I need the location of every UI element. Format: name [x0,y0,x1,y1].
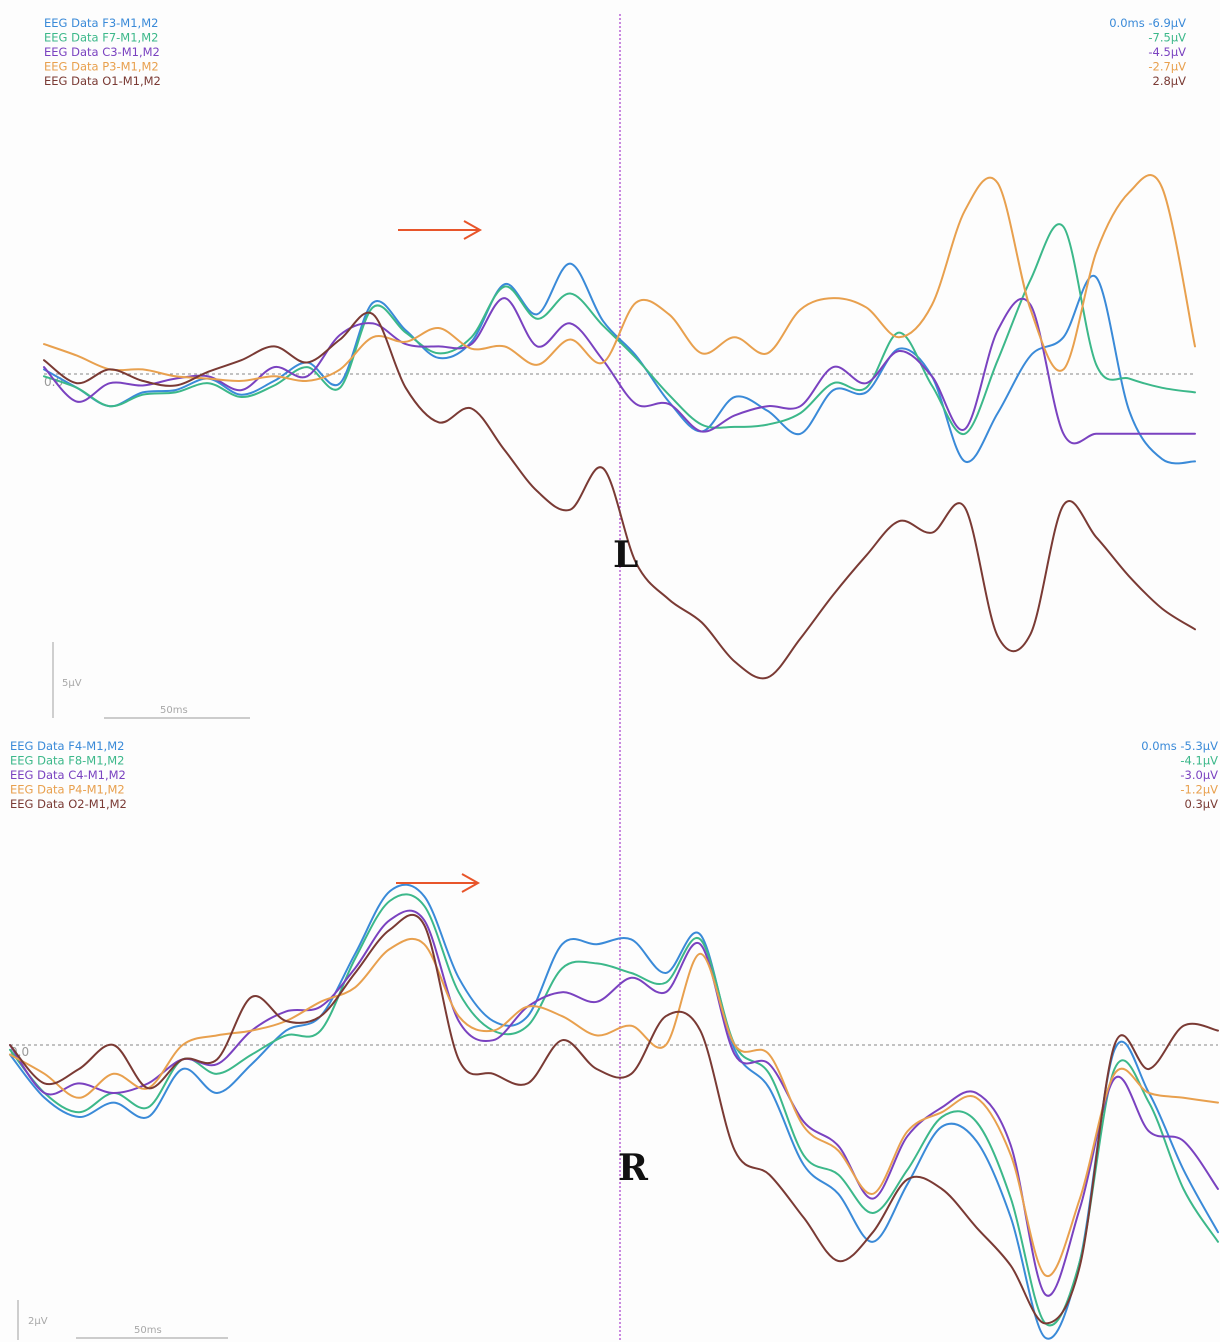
series-line-5 [9,913,1219,1325]
cursor-readout: 2.8μV [1153,74,1187,88]
legend-entry: EEG Data C3-M1,M2 [44,45,160,59]
legend-entry: EEG Data F8-M1,M2 [10,754,124,768]
amplitude-scale-label: 5μV [62,678,82,689]
legend-entry: EEG Data P4-M1,M2 [10,783,125,797]
cursor-readout: 0.3μV [1185,797,1219,811]
amplitude-scale-label: 2μV [28,1316,48,1327]
cursor-readout: -1.2μV [1180,783,1218,797]
time-scale-label: 50ms [134,1325,162,1336]
annotation-arrow [396,873,481,893]
series-line-2 [43,223,1196,435]
series-line-4 [9,937,1219,1277]
cursor-readout: -7.5μV [1148,31,1186,45]
cursor-readout: 0.0ms -6.9μV [1109,16,1186,30]
cursor-readout: -3.0μV [1180,768,1218,782]
panel-label: R [618,1147,649,1189]
legend-entry: EEG Data F3-M1,M2 [44,16,158,30]
legend-entry: EEG Data F7-M1,M2 [44,31,158,45]
legend-entry: EEG Data F4-M1,M2 [10,739,124,753]
time-scale-label: 50ms [160,705,188,716]
series-line-4 [43,174,1196,383]
legend-entry: EEG Data O2-M1,M2 [10,797,127,811]
cursor-readout: -4.5μV [1148,45,1186,59]
panel-label: L [613,534,638,576]
annotation-arrow [398,220,483,240]
cursor-readout: -2.7μV [1148,60,1186,74]
series-line-1 [43,262,1196,465]
series-line-3 [43,297,1196,445]
legend-entry: EEG Data O1-M1,M2 [44,74,161,88]
series-line-5 [43,311,1196,680]
legend-entry: EEG Data P3-M1,M2 [44,60,159,74]
legend-entry: EEG Data C4-M1,M2 [10,768,126,782]
series-line-1 [9,883,1219,1340]
cursor-readout: -4.1μV [1180,754,1218,768]
series-line-3 [9,909,1219,1297]
cursor-readout: 0.0ms -5.3μV [1141,739,1218,753]
